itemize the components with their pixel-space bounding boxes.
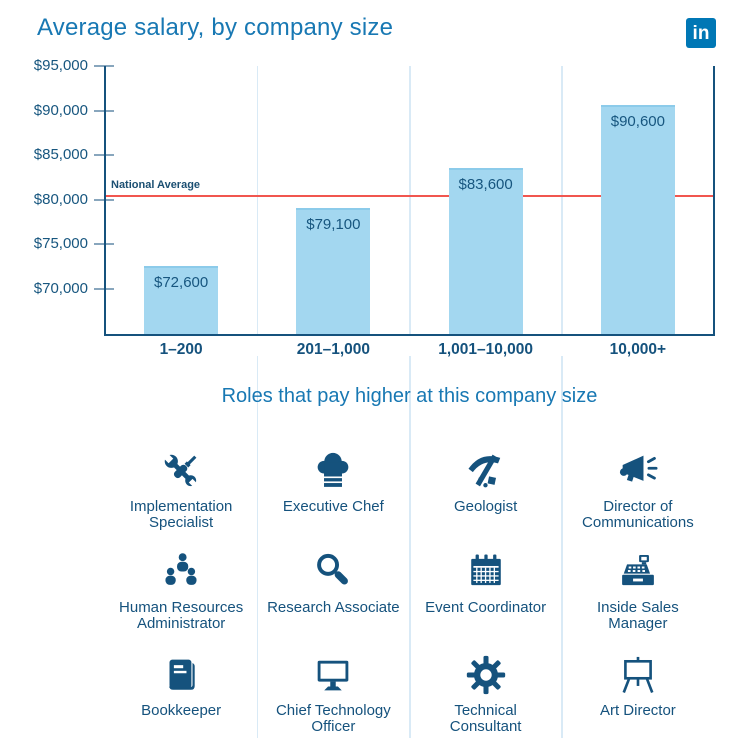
role-technical-consultant: Technical Consultant <box>410 652 562 735</box>
national-average-label: National Average <box>111 179 201 192</box>
magnifier-icon <box>310 549 356 595</box>
x-axis-line <box>104 334 715 336</box>
role-geologist: Geologist <box>410 448 562 515</box>
role-label: Bookkeeper <box>141 702 222 719</box>
role-label: Research Associate <box>267 599 400 616</box>
page-title: Average salary, by company size <box>37 14 394 41</box>
x-axis-label: 1,001–10,000 <box>438 341 534 358</box>
x-axis-label: 1–200 <box>159 341 203 358</box>
role-label: Implementation Specialist <box>129 498 233 531</box>
linkedin-logo: in <box>686 18 716 48</box>
role-event-coordinator: Event Coordinator <box>410 549 562 616</box>
bar-value-label: $90,600 <box>610 113 665 131</box>
role-label: Director of Communications <box>582 498 694 531</box>
people-group-icon <box>158 549 204 595</box>
gear-icon <box>463 652 509 698</box>
x-axis-label: 201–1,000 <box>296 341 371 358</box>
y-tick-label: $80,000 <box>33 190 88 208</box>
bar-1,001–10,000: $83,600 <box>448 167 523 335</box>
cash-register-icon <box>615 549 661 595</box>
y-tick-label: $90,000 <box>33 101 88 119</box>
y-tick-label: $70,000 <box>33 279 88 297</box>
y-tick-label: $95,000 <box>33 57 88 74</box>
megaphone-icon <box>615 448 661 494</box>
role-executive-chef: Executive Chef <box>257 448 409 515</box>
role-label: Technical Consultant <box>449 702 522 735</box>
easel-icon <box>615 652 661 698</box>
roles-column-separator <box>256 356 259 738</box>
book-icon <box>158 652 204 698</box>
role-research-associate: Research Associate <box>257 549 409 616</box>
bar-value-label: $72,600 <box>154 273 209 291</box>
y-axis-line <box>104 66 106 336</box>
chef-hat-icon <box>310 448 356 494</box>
bar-value-label: $83,600 <box>458 175 513 193</box>
column-separator <box>561 66 563 335</box>
role-director-of-communications: Director of Communications <box>562 448 714 531</box>
national-average-line <box>104 195 715 198</box>
right-border-line <box>713 66 715 336</box>
bar-10,000+: $90,600 <box>600 105 675 335</box>
role-bookkeeper: Bookkeeper <box>105 652 257 719</box>
wrench-screwdriver-icon <box>158 448 204 494</box>
role-label: Chief Technology Officer <box>275 702 391 735</box>
linkedin-logo-text: in <box>692 22 710 44</box>
rock-pick-icon <box>463 448 509 494</box>
role-chief-technology-officer: Chief Technology Officer <box>257 652 409 735</box>
role-implementation-specialist: Implementation Specialist <box>105 448 257 531</box>
roles-section-title: Roles that pay higher at this company si… <box>221 385 598 407</box>
bar-1–200: $72,600 <box>144 265 219 335</box>
column-separator <box>409 66 411 335</box>
y-tick-label: $75,000 <box>33 235 88 253</box>
calendar-icon <box>463 549 509 595</box>
roles-column-separator <box>561 356 563 738</box>
column-separator <box>256 66 259 335</box>
y-tick-label: $85,000 <box>33 146 88 164</box>
monitor-icon <box>310 652 356 698</box>
role-human-resources-administrator: Human Resources Administrator <box>105 549 257 632</box>
bar-value-label: $79,100 <box>306 215 361 233</box>
role-label: Executive Chef <box>282 498 384 515</box>
role-inside-sales-manager: Inside Sales Manager <box>562 549 714 632</box>
roles-column-separator <box>409 356 411 738</box>
role-label: Human Resources Administrator <box>119 599 244 632</box>
role-art-director: Art Director <box>562 652 714 719</box>
role-label: Geologist <box>453 498 518 515</box>
role-label: Inside Sales Manager <box>597 599 679 632</box>
bar-201–1,000: $79,100 <box>296 207 371 335</box>
role-label: Event Coordinator <box>425 599 547 616</box>
x-axis-label: 10,000+ <box>609 341 667 358</box>
role-label: Art Director <box>599 702 676 719</box>
